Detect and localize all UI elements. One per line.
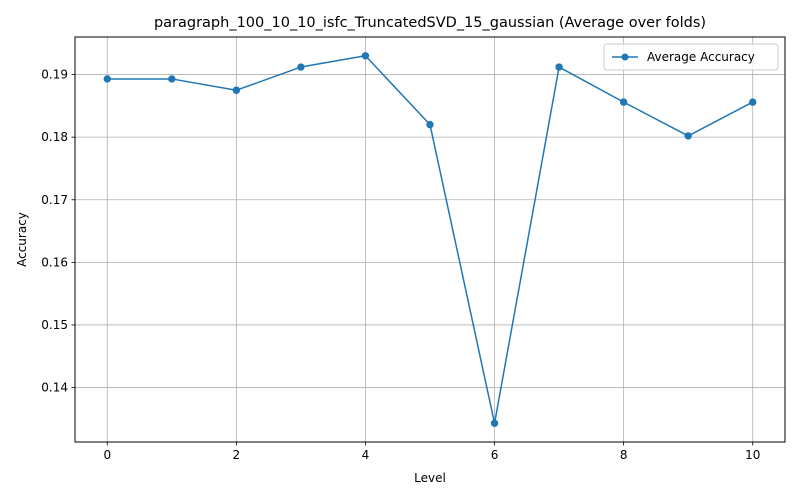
data-point <box>490 419 499 427</box>
x-tick-label: 10 <box>745 448 760 462</box>
x-axis-label: Level <box>414 471 446 485</box>
y-tick-label: 0.16 <box>41 255 68 269</box>
data-point <box>297 63 305 71</box>
data-point <box>749 98 757 106</box>
data-point <box>103 75 111 83</box>
axis-ticks: 0 2 4 6 8 10 0.14 0.15 0.16 0.17 0.18 0.19 <box>41 68 760 462</box>
y-tick-label: 0.15 <box>41 318 68 332</box>
x-tick-label: 2 <box>233 448 241 462</box>
x-tick-label: 0 <box>103 448 111 462</box>
plot-frame <box>74 36 786 443</box>
data-point <box>684 132 692 140</box>
x-tick-label: 4 <box>362 448 370 462</box>
legend-box <box>603 43 779 71</box>
y-tick-label: 0.19 <box>41 68 68 82</box>
x-tick-label: 6 <box>491 448 499 462</box>
data-point <box>361 52 370 60</box>
data-point <box>168 75 176 83</box>
data-point <box>555 63 563 71</box>
y-axis-label: Accuracy <box>15 212 29 267</box>
y-tick-label: 0.18 <box>41 130 68 144</box>
y-tick-label: 0.14 <box>41 381 68 395</box>
legend-marker-swatch <box>621 53 629 61</box>
data-point <box>232 86 241 94</box>
x-tick-label: 8 <box>620 448 628 462</box>
data-point <box>619 98 628 106</box>
series-layer <box>103 52 757 427</box>
legend-label: Average Accuracy <box>647 50 755 64</box>
chart-title: paragraph_100_10_10_isfc_TruncatedSVD_15… <box>154 15 706 31</box>
y-tick-label: 0.17 <box>41 193 68 207</box>
data-point <box>426 120 434 129</box>
legend: Average Accuracy <box>603 43 779 71</box>
